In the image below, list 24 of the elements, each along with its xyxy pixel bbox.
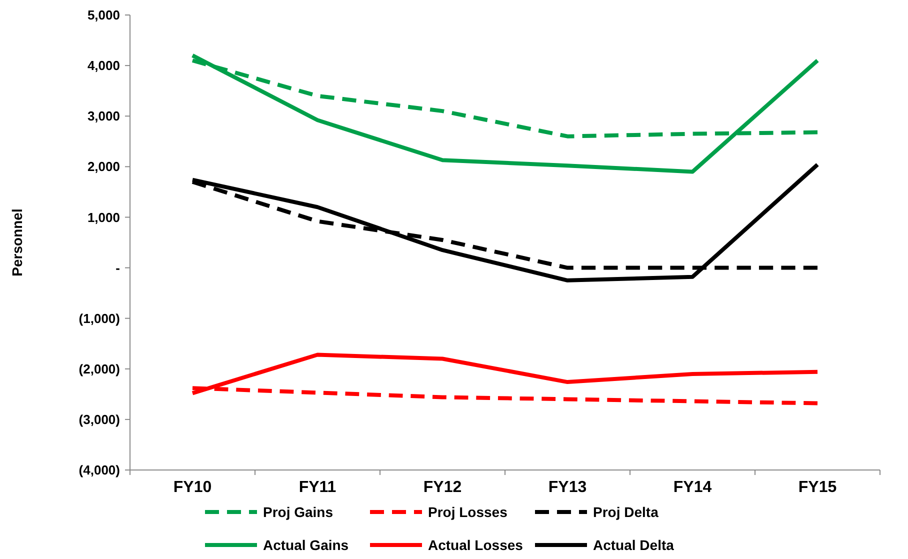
y-tick-label: (1,000) xyxy=(78,310,120,326)
x-tick-label: FY10 xyxy=(173,479,212,496)
legend-label: Actual Delta xyxy=(593,536,674,553)
x-tick-label: FY11 xyxy=(298,479,336,496)
y-tick-label: 2,000 xyxy=(87,159,120,174)
y-tick-label: (4,000) xyxy=(78,462,120,478)
y-tick-label: 3,000 xyxy=(87,108,120,124)
x-tick-label: FY15 xyxy=(798,479,837,496)
y-tick-label: 5,000 xyxy=(87,8,120,23)
legend-label: Proj Delta xyxy=(593,504,659,520)
y-tick-label: 4,000 xyxy=(87,58,120,74)
y-tick-label: 1,000 xyxy=(87,210,120,225)
legend-label: Actual Gains xyxy=(263,536,349,553)
legend-label: Proj Losses xyxy=(428,504,508,520)
line-series xyxy=(190,53,820,174)
x-tick-label: FY14 xyxy=(673,479,712,496)
x-tick-label: FY12 xyxy=(423,479,462,496)
y-axis-title: Personnel xyxy=(9,208,25,276)
legend-label: Proj Gains xyxy=(263,504,334,520)
y-tick-label: - xyxy=(116,260,120,276)
legend-label: Actual Losses xyxy=(428,536,524,553)
x-tick-label: FY13 xyxy=(548,479,587,496)
y-tick-label: (2,000) xyxy=(78,361,120,376)
y-tick-label: (3,000) xyxy=(78,412,120,427)
